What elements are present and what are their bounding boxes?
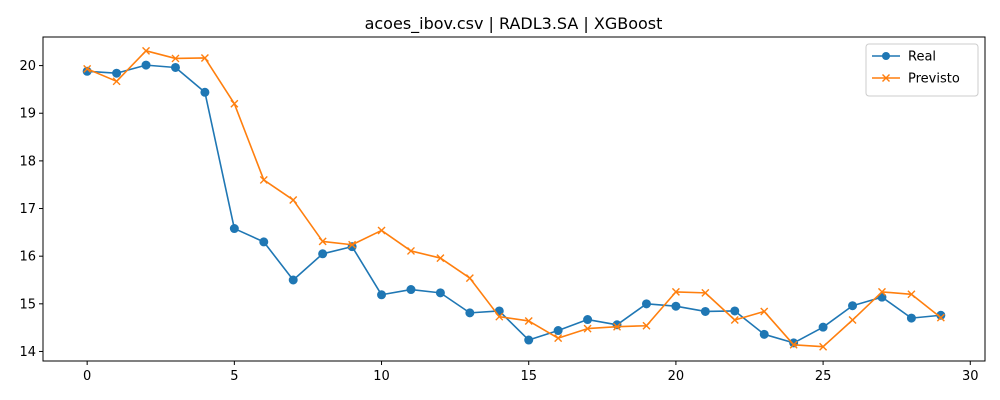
data-point-real: [288, 275, 298, 285]
data-point-previsto: [200, 53, 209, 62]
data-point-real: [848, 301, 858, 311]
legend-box: [865, 43, 979, 97]
data-point-previsto: [671, 287, 680, 296]
data-point-real: [435, 288, 445, 298]
x-tick-label: 25: [815, 369, 832, 384]
legend-item-real: Real: [872, 50, 936, 65]
data-point-previsto: [112, 77, 121, 86]
series-line-previsto: [86, 50, 942, 348]
x-tick-label: 10: [373, 369, 390, 384]
data-point-previsto: [406, 246, 415, 255]
y-tick-label: 19: [19, 107, 36, 122]
data-point-real: [200, 87, 210, 97]
data-point-previsto: [848, 316, 857, 325]
data-point-real: [112, 68, 122, 78]
y-tick-label: 20: [19, 59, 36, 74]
data-point-previsto: [701, 288, 710, 297]
series-line-real: [87, 64, 941, 344]
data-point-previsto: [524, 316, 533, 325]
data-point-previsto: [289, 195, 298, 204]
data-point-previsto: [613, 322, 622, 331]
y-tick-label: 16: [19, 250, 36, 265]
data-point-real: [318, 249, 328, 259]
data-point-previsto: [171, 54, 180, 63]
data-point-real: [465, 308, 475, 318]
y-tick-label: 18: [19, 154, 36, 169]
x-axis: 0 5 10 15 20 25 30: [83, 361, 979, 384]
x-tick-label: 0: [83, 369, 91, 384]
data-point-previsto: [642, 321, 651, 330]
data-point-previsto: [495, 312, 504, 321]
data-point-real: [671, 301, 681, 311]
data-point-previsto: [259, 175, 268, 184]
data-point-real: [553, 326, 563, 336]
data-point-previsto: [230, 99, 239, 108]
data-point-real: [406, 285, 416, 295]
data-point-real: [877, 292, 887, 302]
data-point-previsto: [554, 334, 563, 343]
legend: Real Previsto: [865, 43, 979, 97]
data-point-real: [818, 322, 828, 332]
x-tick-label: 20: [668, 369, 685, 384]
data-point-previsto: [936, 313, 945, 322]
data-point-real: [170, 62, 180, 72]
data-point-previsto: [789, 340, 798, 349]
data-point-previsto: [907, 290, 916, 299]
data-point-previsto: [877, 287, 886, 296]
legend-item-previsto: Previsto: [872, 72, 960, 87]
data-point-real: [730, 306, 740, 316]
data-point-previsto: [819, 342, 828, 351]
plot-area: [42, 36, 986, 362]
legend-marker-circle: [882, 52, 890, 60]
data-point-real: [377, 290, 387, 300]
data-point-real: [141, 60, 151, 70]
data-point-previsto: [583, 324, 592, 333]
data-point-previsto: [348, 240, 357, 249]
data-point-real: [700, 306, 710, 316]
legend-label-previsto: Previsto: [908, 72, 960, 87]
legend-marker-x: [882, 74, 890, 82]
data-point-previsto: [83, 64, 92, 73]
data-point-real: [641, 299, 651, 309]
y-axis: 14 15 16 17 18 19 20: [19, 59, 43, 360]
y-tick-label: 15: [19, 297, 36, 312]
y-tick-label: 14: [19, 345, 36, 360]
data-point-previsto: [730, 316, 739, 325]
data-point-real: [524, 335, 534, 345]
data-point-real: [906, 313, 916, 323]
x-tick-label: 5: [230, 369, 238, 384]
data-point-previsto: [760, 307, 769, 316]
data-point-previsto: [436, 254, 445, 263]
data-point-real: [259, 237, 269, 247]
data-point-real: [759, 329, 769, 339]
data-point-previsto: [142, 46, 151, 55]
data-point-real: [229, 224, 239, 234]
data-point-previsto: [377, 226, 386, 235]
series-layer: [82, 46, 946, 351]
x-tick-label: 15: [520, 369, 537, 384]
x-tick-label: 30: [962, 369, 979, 384]
y-tick-label: 17: [19, 202, 36, 217]
data-point-previsto: [465, 274, 474, 283]
data-point-previsto: [318, 237, 327, 246]
chart-title: acoes_ibov.csv | RADL3.SA | XGBoost: [365, 14, 663, 34]
legend-label-real: Real: [908, 50, 936, 65]
data-point-real: [583, 315, 593, 325]
